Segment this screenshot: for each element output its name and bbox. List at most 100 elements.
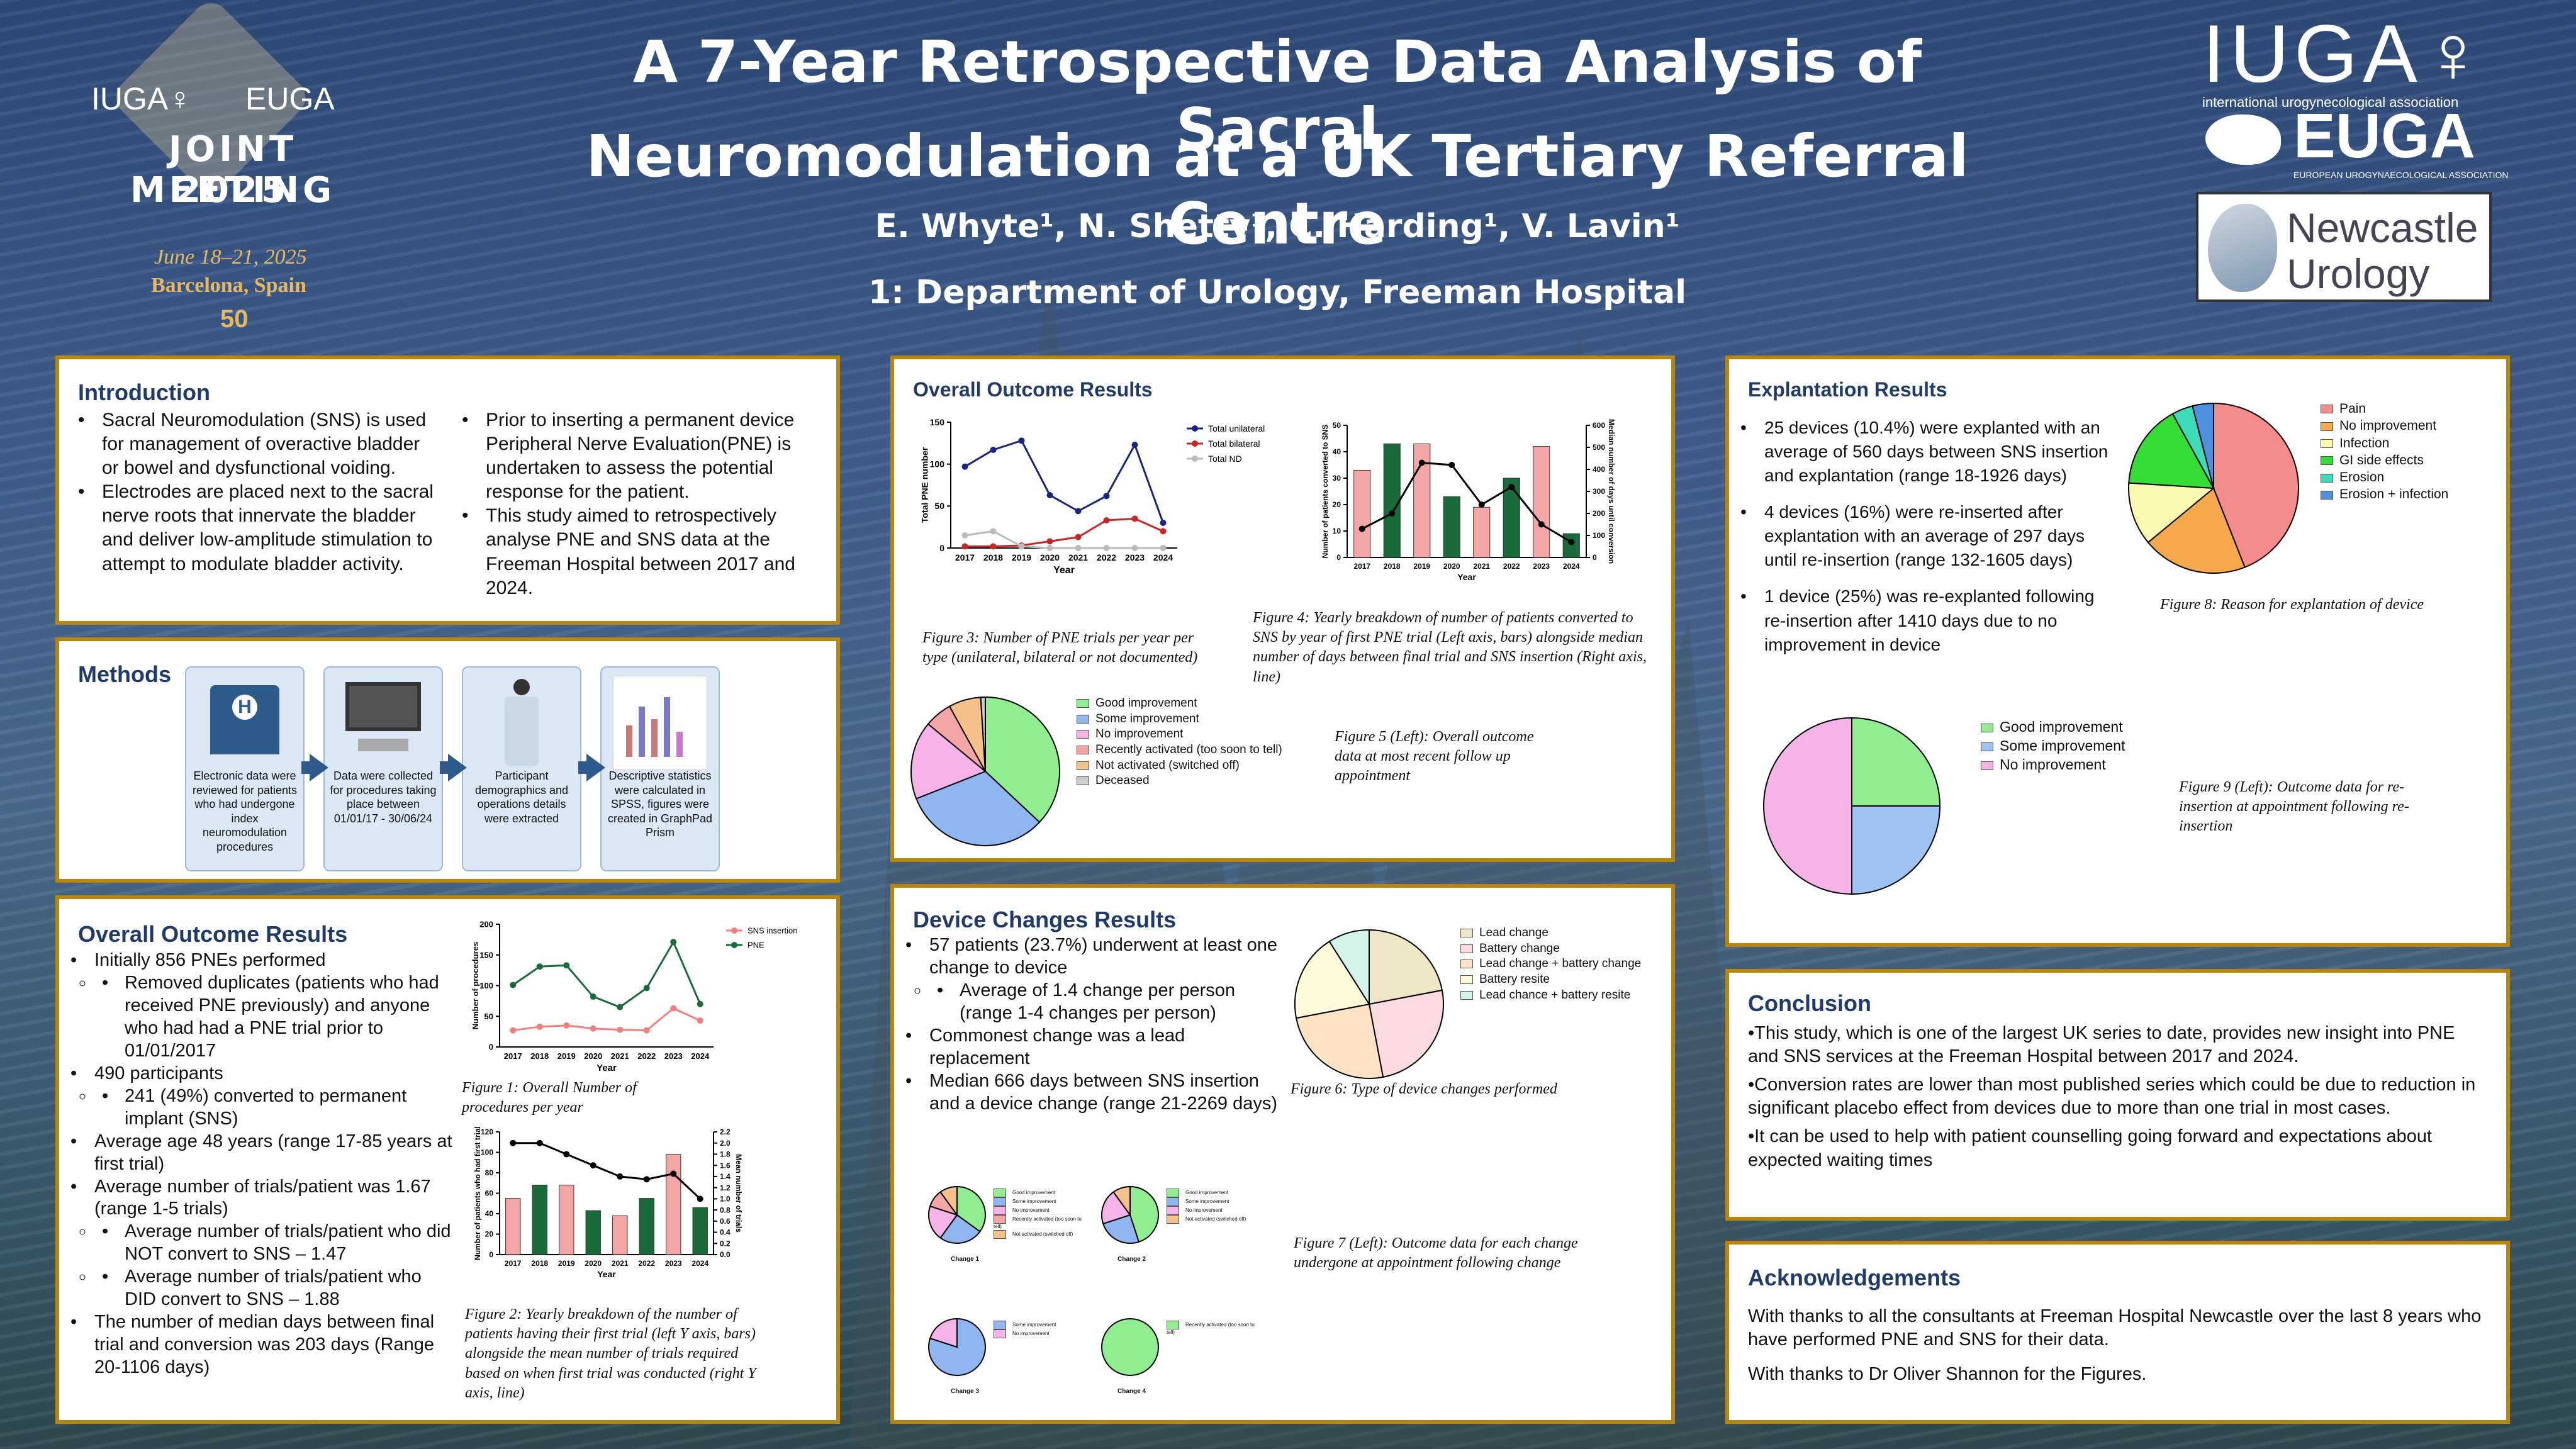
y-axis-label: Total PNE number bbox=[920, 447, 930, 523]
conference-logo: IUGA♀ EUGA JOINT MEETING 2025 June 18–21… bbox=[57, 0, 409, 340]
overall-subitem: 241 (49%) converted to permanent implant… bbox=[94, 1085, 456, 1131]
legend-marker bbox=[1192, 440, 1198, 447]
y-tick-label: 40 bbox=[485, 1209, 494, 1218]
device-heading: Device Changes Results bbox=[913, 907, 1177, 932]
change-2-label: Change 2 bbox=[1117, 1256, 1146, 1263]
y-tick-label: 30 bbox=[1333, 474, 1341, 483]
y-tick-label: 120 bbox=[481, 1127, 493, 1136]
legend-entry: Good improvement bbox=[994, 1189, 1088, 1197]
conclusion-heading: Conclusion bbox=[1748, 990, 1871, 1016]
hospital-icon: H bbox=[210, 685, 279, 754]
y2-tick-label: 100 bbox=[1593, 531, 1605, 540]
bar bbox=[559, 1185, 574, 1255]
data-point bbox=[643, 1027, 650, 1034]
legend-label: SNS insertion bbox=[748, 926, 797, 936]
y-tick-label: 50 bbox=[484, 1012, 493, 1021]
y2-tick-label: 0 bbox=[1593, 553, 1597, 562]
line-point bbox=[697, 1195, 703, 1202]
line-point bbox=[1389, 510, 1396, 517]
intro-item: Electrodes are placed next to the sacral… bbox=[73, 480, 438, 576]
figure-7-change-2-chart bbox=[1101, 1185, 1159, 1244]
figure-3-caption: Figure 3: Number of PNE trials per year … bbox=[922, 630, 1198, 666]
legend-entry: Some improvement bbox=[1167, 1197, 1261, 1206]
x-tick-label: 2019 bbox=[558, 1259, 575, 1268]
legend-label: Good improvement bbox=[2000, 719, 2123, 735]
explantation-panel: Explantation Results 25 devices (10.4%) … bbox=[1725, 355, 2510, 947]
y-tick-label: 80 bbox=[485, 1168, 494, 1177]
intro-item: Prior to inserting a permanent device Pe… bbox=[457, 408, 834, 504]
iuga-logo-text: IUGA♀ bbox=[2202, 8, 2489, 99]
y2-axis-label: Mean number of trials bbox=[734, 1154, 743, 1233]
x-tick-label: 2024 bbox=[1563, 562, 1580, 571]
legend-swatch bbox=[1460, 959, 1473, 969]
legend-label: Lead change bbox=[1479, 926, 1548, 939]
legend-swatch bbox=[1077, 714, 1089, 724]
y2-tick-label: 1.6 bbox=[720, 1161, 731, 1170]
legend-entry: Lead change bbox=[1460, 926, 1674, 941]
y2-tick-label: 300 bbox=[1593, 487, 1605, 496]
figure-3-chart: 0 50 100 150 2017 2018 2019 2020 2021 2022 2023 202… bbox=[920, 417, 1265, 576]
x-tick-label: 2018 bbox=[1384, 562, 1401, 571]
y-tick-label: 0 bbox=[489, 1250, 493, 1259]
y2-tick-label: 0.0 bbox=[720, 1250, 731, 1259]
line-point bbox=[1508, 484, 1515, 490]
line-point bbox=[1478, 501, 1485, 508]
legend-entry: Good improvement bbox=[1167, 1189, 1261, 1197]
series-line bbox=[512, 939, 702, 1009]
legend-swatch bbox=[2321, 422, 2333, 431]
device-changes-panel: Device Changes Results 57 patients (23.7… bbox=[890, 884, 1675, 1424]
bar bbox=[692, 1207, 708, 1255]
legend-swatch bbox=[2321, 439, 2333, 449]
pie-slice bbox=[1294, 940, 1370, 1019]
legend-swatch bbox=[994, 1329, 1006, 1338]
figure-8-chart bbox=[2128, 402, 2299, 574]
pie-slice bbox=[1851, 717, 1941, 807]
legend-label: Pain bbox=[2339, 401, 2366, 416]
overall-item: The number of median days between final … bbox=[65, 1311, 456, 1379]
legend-label: Infection bbox=[2339, 435, 2390, 450]
overall-item: 490 participants 241 (49%) converted to … bbox=[65, 1063, 456, 1131]
pie-slice bbox=[2147, 487, 2246, 574]
methods-heading: Methods bbox=[78, 661, 171, 687]
x-tick-label: 2021 bbox=[1068, 552, 1088, 562]
figure-4-caption: Figure 4: Yearly breakdown of number of … bbox=[1253, 610, 1647, 685]
data-point bbox=[510, 982, 517, 988]
y-tick-label: 150 bbox=[479, 950, 493, 959]
data-point bbox=[643, 985, 650, 992]
legend-marker bbox=[1192, 425, 1198, 432]
line-point bbox=[563, 1151, 570, 1158]
iuga-logo-subtitle: international urogynecological associati… bbox=[2202, 94, 2459, 110]
data-point bbox=[961, 463, 968, 470]
y-axis-label: Number of patients converted to SNS bbox=[1321, 425, 1330, 559]
y2-tick-label: 1.8 bbox=[720, 1150, 731, 1159]
legend-entry: Not activated (switched off) bbox=[1167, 1215, 1261, 1224]
legend-entry: Erosion + infection bbox=[2321, 486, 2509, 503]
legend-entry: Not activated (switched off) bbox=[1077, 758, 1303, 774]
y-tick-label: 20 bbox=[485, 1230, 494, 1239]
data-point bbox=[563, 962, 570, 969]
figure-7-change-1-legend: Good improvement Some improvement No impro… bbox=[994, 1189, 1088, 1239]
legend-label: No improvement bbox=[1095, 727, 1184, 741]
data-point bbox=[1131, 545, 1138, 551]
bar bbox=[532, 1185, 547, 1255]
legend-label: No improvement bbox=[1012, 1331, 1050, 1337]
newcastle-urology-logo: Newcastle Urology bbox=[2196, 192, 2492, 302]
legend-label: Good improvement bbox=[1012, 1190, 1056, 1196]
y2-tick-label: 2.0 bbox=[720, 1139, 731, 1148]
legend-swatch bbox=[994, 1197, 1006, 1206]
x-tick-label: 2022 bbox=[1097, 552, 1116, 562]
conclusion-body: •This study, which is one of the largest… bbox=[1748, 1022, 2484, 1172]
arrow-right-icon bbox=[448, 754, 467, 781]
mean-line bbox=[1362, 461, 1572, 543]
poster-authors: E. Whyte¹, N. Shetty¹, C. Harding¹, V. L… bbox=[875, 208, 1680, 245]
x-axis-label: Year bbox=[596, 1063, 617, 1073]
legend-entry: Infection bbox=[2321, 435, 2509, 452]
data-point bbox=[697, 1000, 703, 1007]
ack-item: With thanks to all the consultants at Fr… bbox=[1748, 1306, 2482, 1350]
figure-6-legend: Lead change Battery change Lead change + b… bbox=[1460, 926, 1674, 1003]
introduction-panel: Introduction Sacral Neuromodulation (SNS… bbox=[55, 355, 840, 625]
poster-title-line1: A 7-Year Retrospective Data Analysis of … bbox=[632, 28, 1922, 163]
figure-7-change-4-legend: Recently activated (too soon to tell) bbox=[1167, 1321, 1261, 1336]
method-step-3-text: Participant demographics and operations … bbox=[474, 769, 569, 825]
series-line bbox=[965, 530, 1163, 549]
